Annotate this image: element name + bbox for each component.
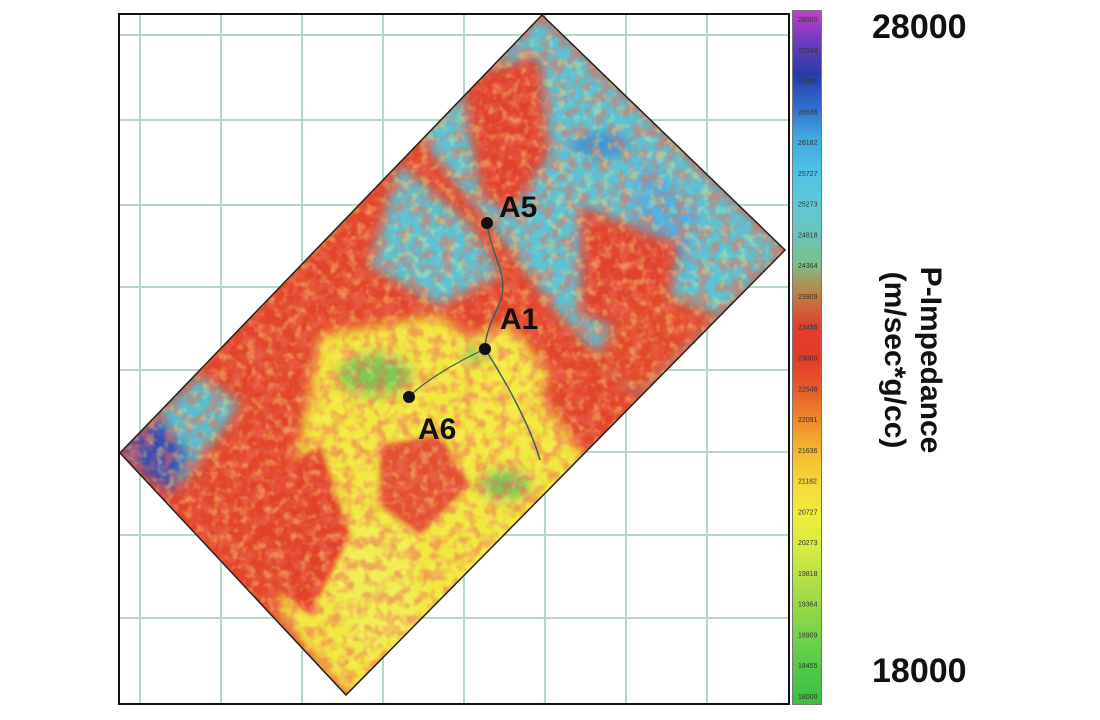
well-trajectory [484, 222, 541, 461]
colorbar-tick-label: 27546 [798, 48, 818, 55]
colorbar-tick-label: 20727 [798, 509, 818, 516]
colorbar-gradient: 28000 27546 27091 26636 26182 25727 25273 24818… [793, 11, 821, 704]
colorbar-tick-label: 19818 [798, 571, 818, 578]
colorbar-max-label: 28000 [872, 8, 967, 46]
colorbar-tick-label: 27091 [798, 79, 818, 86]
colorbar-tick-label: 24364 [798, 263, 818, 270]
colorbar-tick-label: 18455 [798, 663, 818, 670]
well-label-A6: A6 [418, 413, 456, 446]
well-A6[interactable]: A6 [403, 391, 456, 446]
well-label-A5: A5 [499, 191, 537, 224]
colorbar-tick-label: 26636 [798, 109, 818, 116]
well-marker [481, 217, 493, 229]
colorbar-title-quantity: P-Impedance [914, 266, 947, 454]
well-A5[interactable]: A5 [481, 191, 537, 229]
colorbar-min-label: 18000 [872, 652, 967, 690]
colorbar-tick-label: 23909 [798, 294, 818, 301]
colorbar-tick-label: 25273 [798, 202, 818, 209]
impedance-map[interactable]: A5 A1 A6 [118, 13, 790, 705]
colorbar-tick-label: 19364 [798, 602, 818, 609]
colorbar: 28000 27546 27091 26636 26182 25727 25273 24818… [792, 10, 822, 705]
colorbar-tick-label: 24818 [798, 232, 818, 239]
impedance-volume [120, 15, 785, 695]
colorbar-tick-label: 21636 [798, 448, 818, 455]
colorbar-tick-label: 21182 [798, 479, 817, 486]
colorbar-tick-label: 23455 [798, 325, 818, 332]
colorbar-tick-label: 26182 [798, 140, 818, 147]
colorbar-tick-label: 28000 [798, 17, 818, 24]
colorbar-tick-label: 25727 [798, 171, 818, 178]
colorbar-tick-label: 22091 [798, 417, 818, 424]
well-label-A1: A1 [500, 303, 538, 336]
colorbar-tick-label: 18909 [798, 632, 818, 639]
colorbar-tick-label: 18000 [798, 694, 818, 701]
well-marker [479, 343, 491, 355]
colorbar-tick-label: 23000 [798, 356, 818, 363]
colorbar-title: P-Impedance (m/sec*g/cc) [876, 267, 948, 454]
colorbar-tick-label: 22546 [798, 386, 818, 393]
colorbar-title-units: (m/sec*g/cc) [878, 271, 911, 449]
well-marker [403, 391, 415, 403]
well-A1[interactable]: A1 [479, 303, 538, 355]
colorbar-tick-label: 20273 [798, 540, 818, 547]
map-canvas: A5 A1 A6 [120, 15, 788, 703]
